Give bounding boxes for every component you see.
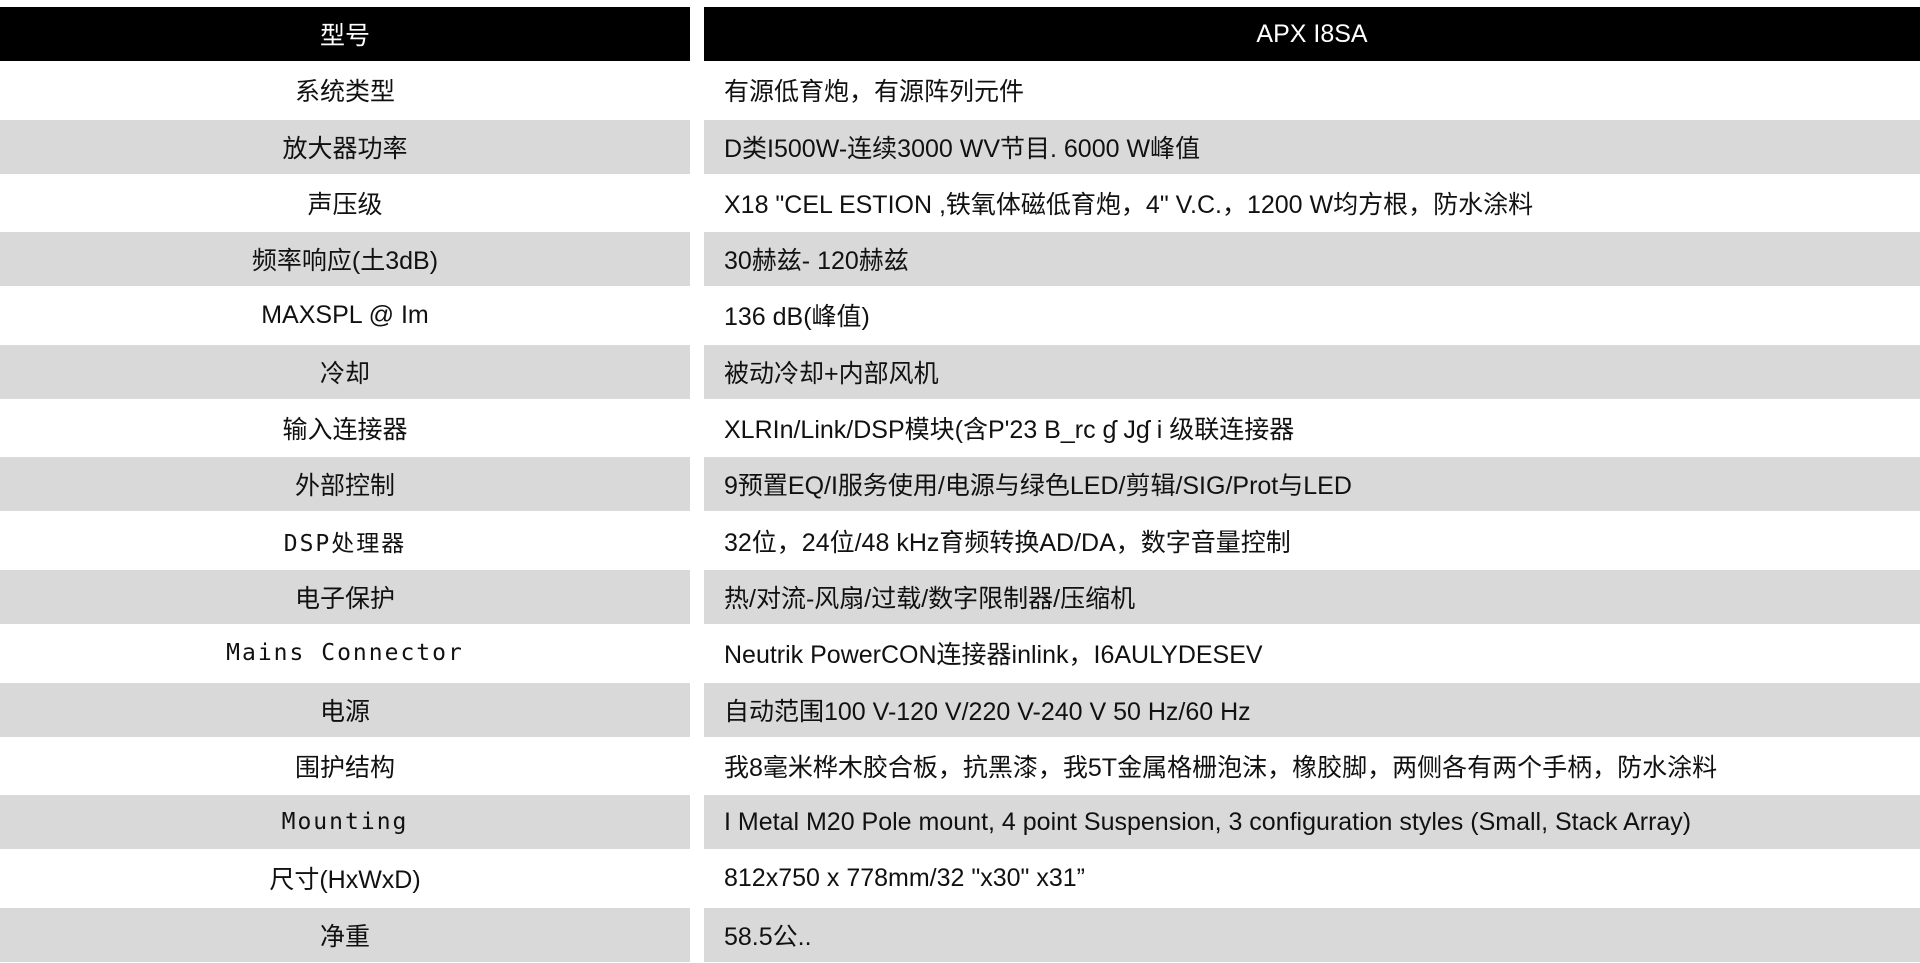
table-row: 声压级 X18 "CEL ESTION ,铁氧体磁低育炮，4" V.C.，1200…	[0, 175, 1920, 231]
spec-label: 放大器功率	[0, 119, 690, 174]
table-row: 冷却 被动冷却+内部风机	[0, 344, 1920, 400]
table-row: 电子保护 热/对流-风扇/过载/数字限制器/压缩机	[0, 569, 1920, 625]
header-model: APX I8SA	[704, 7, 1920, 61]
spec-label: Mains Connector	[226, 640, 464, 667]
table-row: 输入连接器 XLRIn/Link/DSP模块(含P'23 B_rc ɠ Jɠ i …	[0, 400, 1920, 456]
table-row: 外部控制 9预置EQ/I服务使用/电源与绿色LED/剪辑/SIG/Prot与LED	[0, 456, 1920, 512]
table-row: 放大器功率 D类I500W-连续3000 WV节目. 6000 W峰值	[0, 119, 1920, 175]
spec-value: 9预置EQ/I服务使用/电源与绿色LED/剪辑/SIG/Prot与LED	[704, 457, 1920, 512]
table-row: 系统类型 有源低育炮，有源阵列元件	[0, 62, 1920, 118]
spec-value: 自动范围100 V-120 V/220 V-240 V 50 Hz/60 Hz	[704, 682, 1920, 737]
spec-table: 型号 APX I8SA 系统类型 有源低育炮，有源阵列元件放大器功率 D类I500W…	[0, 6, 1920, 963]
spec-value: 58.5公..	[704, 907, 1920, 962]
spec-label: 系统类型	[294, 78, 395, 107]
spec-value: I Metal M20 Pole mount, 4 point Suspensi…	[704, 795, 1920, 850]
spec-value: XLRIn/Link/DSP模块(含P'23 B_rc ɠ Jɠ i 级联连接器	[724, 416, 1295, 445]
table-row: 尺寸(HxWxD) 812x750 x 778mm/32 "x30" x31”	[0, 850, 1920, 906]
spec-label: 冷却	[0, 344, 690, 399]
spec-value: 热/对流-风扇/过载/数字限制器/压缩机	[704, 569, 1920, 624]
table-row: Mounting I Metal M20 Pole mount, 4 point …	[0, 794, 1920, 850]
spec-value: 30赫兹- 120赫兹	[704, 232, 1920, 287]
header-label: 型号	[0, 7, 690, 61]
table-row: 围护结构 我8毫米桦木胶合板，抗黑漆，我5T金属格栅泡沫，橡胶脚，两侧各有两个手柄…	[0, 738, 1920, 794]
spec-value: D类I500W-连续3000 WV节目. 6000 W峰值	[704, 119, 1920, 174]
spec-label: 尺寸(HxWxD)	[269, 866, 421, 895]
spec-value: 我8毫米桦木胶合板，抗黑漆，我5T金属格栅泡沫，橡胶脚，两侧各有两个手柄，防水涂…	[724, 753, 1718, 782]
table-row: 频率响应(土3dB) 30赫兹- 120赫兹	[0, 231, 1920, 287]
spec-label: 净重	[0, 907, 690, 962]
table-row: MAXSPL @ Im 136 dB(峰值)	[0, 287, 1920, 343]
spec-label: 电子保护	[0, 569, 690, 624]
spec-value: Neutrik PowerCON连接器inlink，I6AULYDESEV	[724, 641, 1263, 670]
table-header: 型号 APX I8SA	[0, 6, 1920, 62]
spec-label: 外部控制	[0, 457, 690, 512]
table-row: DSP处理器 32位，24位/48 kHz育频转换AD/DA，数字音量控制	[0, 513, 1920, 569]
spec-value: 有源低育炮，有源阵列元件	[724, 78, 1025, 107]
spec-label: 声压级	[307, 190, 383, 219]
spec-value: X18 "CEL ESTION ,铁氧体磁低育炮，4" V.C.，1200 W均…	[724, 190, 1534, 219]
spec-label: Mounting	[0, 795, 690, 850]
spec-value: 812x750 x 778mm/32 "x30" x31”	[724, 863, 1086, 892]
spec-label: 围护结构	[294, 753, 395, 782]
spec-value: 32位，24位/48 kHz育频转换AD/DA，数字音量控制	[724, 528, 1291, 557]
spec-value: 被动冷却+内部风机	[704, 344, 1920, 399]
spec-label: 频率响应(土3dB)	[0, 232, 690, 287]
spec-label: 电源	[0, 682, 690, 737]
spec-label: MAXSPL @ Im	[261, 300, 429, 329]
table-row: 净重 58.5公..	[0, 907, 1920, 963]
spec-label: DSP处理器	[283, 530, 407, 557]
spec-label: 输入连接器	[282, 416, 408, 445]
spec-value: 136 dB(峰值)	[724, 303, 870, 332]
table-row: 电源 自动范围100 V-120 V/220 V-240 V 50 Hz/60 H…	[0, 682, 1920, 738]
table-row: Mains Connector Neutrik PowerCON连接器inlink…	[0, 625, 1920, 681]
